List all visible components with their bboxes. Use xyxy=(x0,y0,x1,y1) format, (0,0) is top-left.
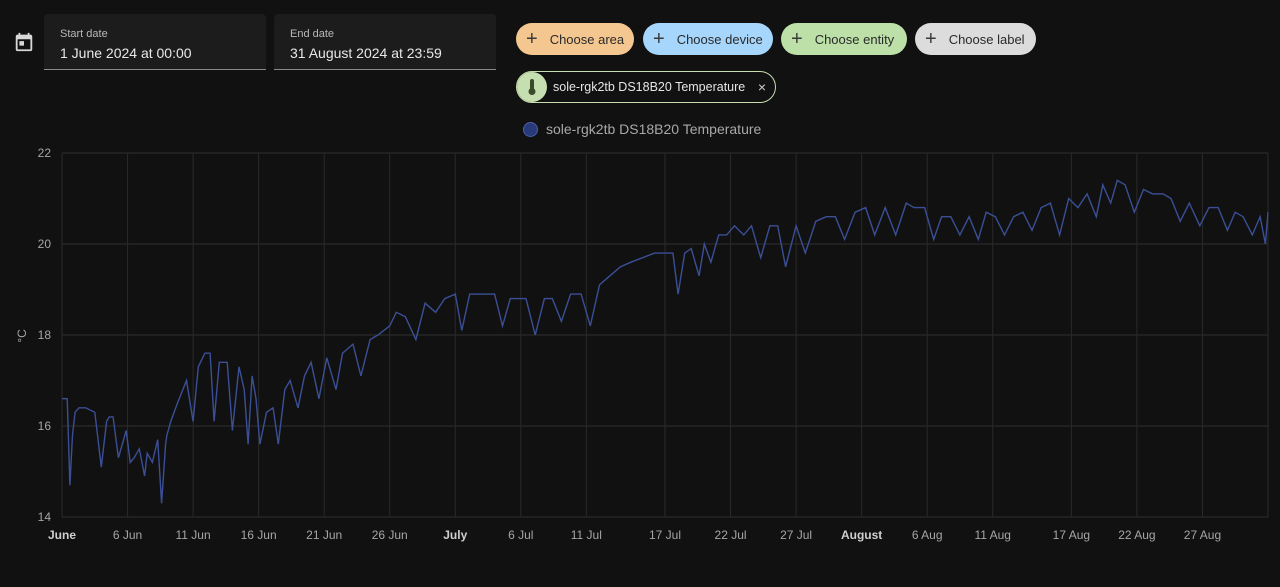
x-tick-label: August xyxy=(841,528,882,542)
x-tick-label: 6 Jun xyxy=(113,528,142,542)
start-date-label: Start date xyxy=(60,28,108,40)
x-tick-label: 22 Aug xyxy=(1118,528,1155,542)
selected-entity-chip[interactable]: sole-rgk2tb DS18B20 Temperature × xyxy=(516,71,776,103)
start-date-value[interactable]: 1 June 2024 at 00:00 xyxy=(60,45,192,61)
choose-label-label: Choose label xyxy=(948,31,1025,47)
x-tick-label: 17 Aug xyxy=(1053,528,1090,542)
plus-icon: + xyxy=(653,28,665,50)
choose-area-button[interactable]: + Choose area xyxy=(516,23,634,55)
legend-color-dot xyxy=(523,121,538,137)
end-date-value[interactable]: 31 August 2024 at 23:59 xyxy=(290,45,442,61)
x-tick-label: 11 Jul xyxy=(571,528,602,542)
x-tick-label: 27 Aug xyxy=(1184,528,1221,542)
choose-device-label: Choose device xyxy=(676,31,763,47)
choose-entity-label: Choose entity xyxy=(814,31,895,47)
selected-entity-name: sole-rgk2tb DS18B20 Temperature xyxy=(553,80,746,94)
plus-icon: + xyxy=(925,28,937,50)
x-tick-label: July xyxy=(443,528,467,542)
plus-icon: + xyxy=(526,28,538,50)
x-tick-label: 21 Jun xyxy=(306,528,342,542)
choose-label-button[interactable]: + Choose label xyxy=(915,23,1036,55)
series-line[interactable] xyxy=(62,179,1269,504)
x-tick-label: 26 Jun xyxy=(372,528,408,542)
x-tick-label: 6 Jul xyxy=(508,528,533,542)
x-tick-label: 16 Jun xyxy=(241,528,277,542)
legend-label: sole-rgk2tb DS18B20 Temperature xyxy=(546,121,762,137)
y-axis-ticks: 14 16 18 20 22 xyxy=(38,146,52,524)
choose-area-label: Choose area xyxy=(549,31,625,47)
thermometer-icon xyxy=(517,72,547,102)
chart-grid xyxy=(61,152,1269,518)
end-date-label: End date xyxy=(290,28,335,40)
choose-device-button[interactable]: + Choose device xyxy=(643,23,773,55)
y-tick-label: 18 xyxy=(38,328,52,342)
y-tick-label: 16 xyxy=(38,419,52,433)
y-tick-label: 20 xyxy=(38,237,52,251)
chart-legend-item[interactable]: sole-rgk2tb DS18B20 Temperature xyxy=(523,121,761,137)
x-tick-label: 11 Aug xyxy=(974,528,1010,542)
y-tick-label: 22 xyxy=(38,146,52,160)
start-date-field[interactable]: Start date 1 June 2024 at 00:00 xyxy=(44,14,266,70)
y-tick-label: 14 xyxy=(38,510,52,524)
choose-entity-button[interactable]: + Choose entity xyxy=(781,23,907,55)
remove-entity-icon[interactable]: × xyxy=(757,79,766,95)
x-tick-label: June xyxy=(48,528,76,542)
end-date-field[interactable]: End date 31 August 2024 at 23:59 xyxy=(274,14,496,70)
history-chart[interactable]: 14 16 18 20 22 June 6 Jun 11 Jun 16 Jun 21 Jun 26… xyxy=(0,140,1280,550)
x-tick-label: 27 Jul xyxy=(780,528,812,542)
x-axis-ticks: June 6 Jun 11 Jun 16 Jun 21 Jun 26 Jun July 6 J… xyxy=(48,528,1221,542)
calendar-icon[interactable] xyxy=(13,31,35,53)
x-tick-label: 11 Jun xyxy=(176,528,211,542)
x-tick-label: 6 Aug xyxy=(912,528,943,542)
x-tick-label: 17 Jul xyxy=(649,528,681,542)
x-tick-label: 22 Jul xyxy=(715,528,747,542)
plus-icon: + xyxy=(791,28,803,50)
y-axis-label: °C xyxy=(15,329,29,343)
